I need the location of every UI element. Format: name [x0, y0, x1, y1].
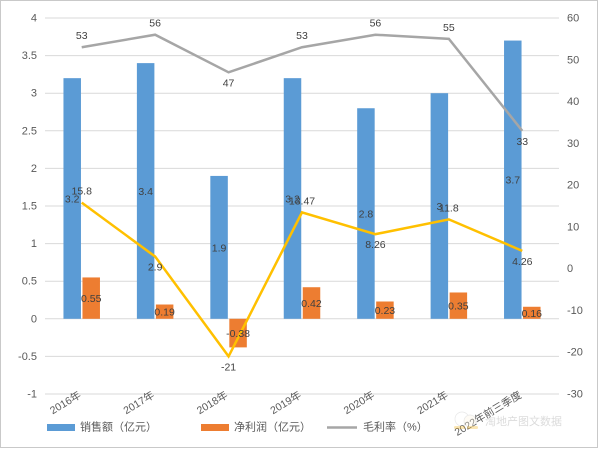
svg-text:-20: -20 — [567, 347, 583, 359]
svg-text:毛利率（%）: 毛利率（%） — [363, 420, 428, 434]
svg-text:13.47: 13.47 — [289, 195, 315, 207]
svg-text:56: 56 — [370, 18, 382, 30]
svg-text:-1: -1 — [27, 389, 37, 401]
svg-text:销售额（亿元）: 销售额（亿元） — [80, 420, 157, 434]
svg-text:10: 10 — [567, 221, 579, 233]
svg-text:0.55: 0.55 — [81, 293, 102, 305]
svg-text:56: 56 — [149, 18, 161, 30]
svg-text:3: 3 — [31, 88, 37, 100]
svg-text:-30: -30 — [567, 389, 583, 401]
svg-text:40: 40 — [567, 96, 579, 108]
svg-text:1.9: 1.9 — [212, 242, 227, 254]
svg-text:0.16: 0.16 — [522, 308, 543, 320]
svg-text:-21: -21 — [221, 361, 236, 373]
svg-text:33: 33 — [516, 136, 528, 148]
svg-text:3.5: 3.5 — [22, 50, 37, 62]
svg-text:0.5: 0.5 — [22, 276, 37, 288]
svg-text:0.42: 0.42 — [301, 298, 322, 310]
svg-text:0.23: 0.23 — [375, 305, 396, 317]
svg-text:47: 47 — [223, 77, 235, 89]
svg-text:4: 4 — [31, 13, 37, 25]
svg-text:3.4: 3.4 — [138, 186, 153, 198]
svg-text:50: 50 — [567, 54, 579, 66]
svg-text:-0.5: -0.5 — [18, 351, 37, 363]
svg-text:0: 0 — [567, 263, 573, 275]
svg-text:11.8: 11.8 — [439, 202, 459, 214]
svg-text:1: 1 — [31, 238, 37, 250]
svg-text:2.5: 2.5 — [22, 125, 37, 137]
svg-text:0: 0 — [31, 313, 37, 325]
svg-text:净利润（亿元）: 净利润（亿元） — [234, 420, 311, 434]
svg-text:0.19: 0.19 — [154, 307, 175, 319]
svg-text:-10: -10 — [567, 305, 583, 317]
svg-text:15.8: 15.8 — [71, 186, 92, 198]
svg-text:20: 20 — [567, 180, 579, 192]
svg-text:30: 30 — [567, 138, 579, 150]
svg-text:55: 55 — [443, 22, 455, 34]
svg-text:-0.38: -0.38 — [226, 328, 250, 340]
svg-text:2.9: 2.9 — [148, 262, 163, 274]
svg-text:2.8: 2.8 — [359, 209, 374, 221]
svg-text:60: 60 — [567, 13, 579, 25]
svg-text:53: 53 — [76, 30, 88, 42]
svg-text:53: 53 — [296, 30, 308, 42]
svg-text:8.26: 8.26 — [365, 239, 386, 251]
svg-text:1.5: 1.5 — [22, 201, 37, 213]
svg-text:2: 2 — [31, 163, 37, 175]
svg-text:3.7: 3.7 — [505, 175, 520, 187]
svg-text:4.26: 4.26 — [512, 256, 533, 268]
svg-text:0.35: 0.35 — [448, 301, 469, 313]
